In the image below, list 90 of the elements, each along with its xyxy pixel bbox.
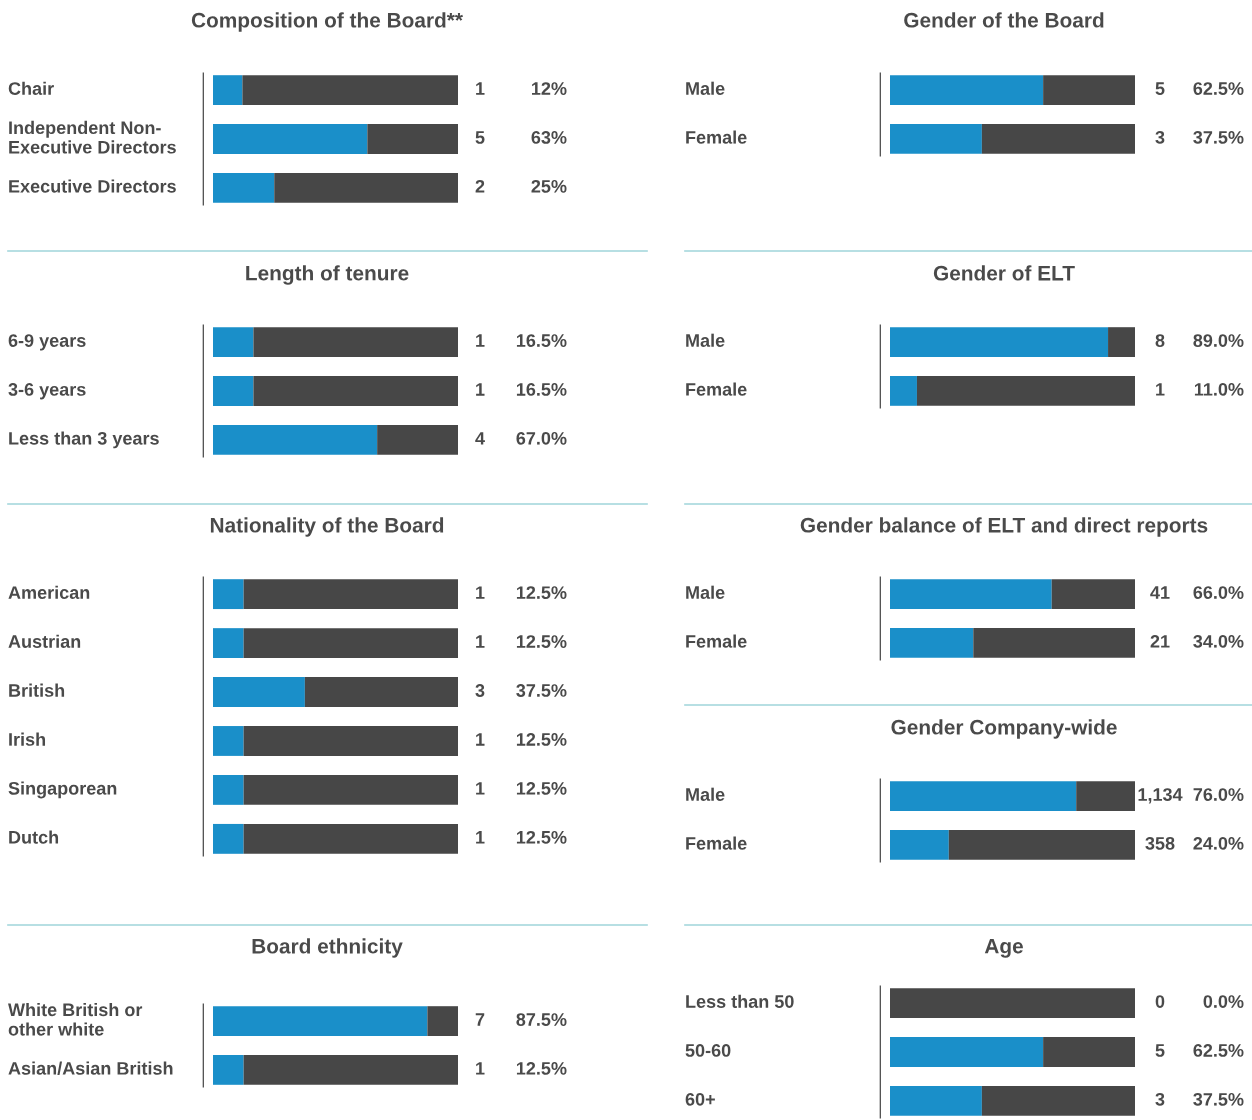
- y-tick-label: Chair: [8, 81, 54, 95]
- chart-title: Gender Company-wide: [891, 719, 1117, 739]
- chart-title: Length of tenure: [246, 265, 409, 285]
- text: 8: [1155, 334, 1165, 347]
- data-label: 63%: [531, 131, 567, 144]
- text: 5: [1155, 1044, 1165, 1057]
- y-tick-label: Female: [686, 634, 747, 648]
- bar: [367, 124, 458, 154]
- text: 1: [476, 831, 485, 844]
- data-label: 87.5%: [516, 1013, 567, 1026]
- chart-title: Gender balance of ELT and direct reports: [800, 517, 1208, 537]
- text: 41: [1150, 586, 1170, 599]
- text: 1: [476, 586, 485, 599]
- data-label: 11.0%: [1194, 382, 1244, 396]
- bar: [274, 172, 458, 203]
- y-tick-label: Asian/Asian British: [8, 1061, 173, 1075]
- y-tick-label: 60+: [685, 1092, 715, 1106]
- y-tick-label: Irish: [9, 732, 46, 746]
- chart-title: Board ethnicity: [252, 938, 403, 958]
- chart-title: Gender of the Board: [904, 12, 1104, 28]
- chart-title: Composition of the Board**: [191, 12, 463, 32]
- y-tick-label: Female: [686, 130, 747, 144]
- y-tick-label: Female: [686, 382, 747, 396]
- y-tick-label: 50-60: [685, 1044, 731, 1057]
- y-tick-label: Less than 50: [686, 994, 794, 1008]
- text: 1: [476, 733, 485, 746]
- data-label: 37.5%: [516, 684, 567, 697]
- data-label: 12.5%: [516, 1061, 567, 1075]
- data-label: 12.5%: [516, 830, 567, 844]
- text: 1: [476, 383, 485, 396]
- data-label: 12.5%: [516, 586, 567, 599]
- bar: [213, 172, 275, 203]
- data-label: 62.5%: [1193, 1044, 1244, 1057]
- data-label: 0.0%: [1203, 995, 1244, 1008]
- data-label: 12.5%: [516, 733, 567, 746]
- y-tick-label: Male: [686, 585, 725, 599]
- data-label: 12.5%: [516, 781, 567, 795]
- text: 1,134: [1138, 788, 1183, 804]
- chart-title: Gender of ELT: [933, 265, 1075, 281]
- text: 21: [1150, 634, 1170, 648]
- y-tick-label: Male: [686, 81, 725, 95]
- y-tick-label: Singaporean: [8, 781, 117, 799]
- data-label: 34.0%: [1193, 634, 1244, 648]
- bar: [213, 75, 243, 106]
- text: 5: [475, 131, 485, 144]
- y-tick-label: Male: [686, 787, 725, 801]
- data-label: 16.5%: [516, 383, 567, 396]
- y-tick-label: White British or other white: [8, 1002, 143, 1036]
- data-label: 25%: [531, 179, 567, 193]
- y-tick-label: 3-6 years: [8, 383, 86, 400]
- y-tick-label: Executive Directors: [9, 179, 176, 193]
- text: 3: [475, 684, 485, 697]
- text: 1: [476, 782, 485, 795]
- text: 1: [476, 82, 485, 95]
- data-label: 89.0%: [1193, 334, 1244, 347]
- data-label: 67.0%: [516, 431, 567, 445]
- y-tick-label: British: [9, 683, 65, 697]
- bar: [213, 124, 368, 154]
- data-label: 62.5%: [1193, 82, 1244, 95]
- text: 1: [476, 334, 485, 347]
- text: 1: [476, 1062, 485, 1075]
- text: 4: [475, 432, 485, 445]
- data-label: 24.0%: [1193, 836, 1244, 850]
- data-label: 37.5%: [1193, 130, 1244, 144]
- text: 3: [1155, 1092, 1165, 1106]
- y-tick-label: Independent Non- Executive Directors: [9, 120, 176, 154]
- text: 0: [1155, 995, 1165, 1008]
- data-label: 76.0%: [1193, 788, 1244, 801]
- y-tick-label: American: [8, 585, 90, 599]
- chart-title: Nationality of the Board: [210, 517, 444, 537]
- y-tick-label: 6-9 years: [8, 334, 86, 351]
- data-label: 16.5%: [516, 334, 567, 347]
- data-label: 12%: [532, 82, 567, 95]
- text: 1: [1156, 383, 1165, 396]
- data-label: 37.5%: [1193, 1092, 1244, 1106]
- y-tick-label: Male: [686, 333, 725, 347]
- y-tick-label: Female: [686, 836, 747, 850]
- y-tick-label: Austrian: [8, 634, 81, 648]
- chart-title: Age: [984, 938, 1023, 958]
- text: 5: [1155, 82, 1165, 95]
- text: 1: [476, 635, 485, 648]
- text: 2: [475, 179, 485, 193]
- y-tick-label: Less than 3 years: [9, 431, 159, 449]
- bar: [242, 75, 458, 106]
- data-label: 66.0%: [1193, 586, 1244, 599]
- data-label: 12.5%: [516, 635, 567, 648]
- text: 7: [475, 1013, 485, 1026]
- text: 358: [1145, 836, 1175, 850]
- text: 3: [1155, 130, 1165, 144]
- y-tick-label: Dutch: [9, 830, 59, 844]
